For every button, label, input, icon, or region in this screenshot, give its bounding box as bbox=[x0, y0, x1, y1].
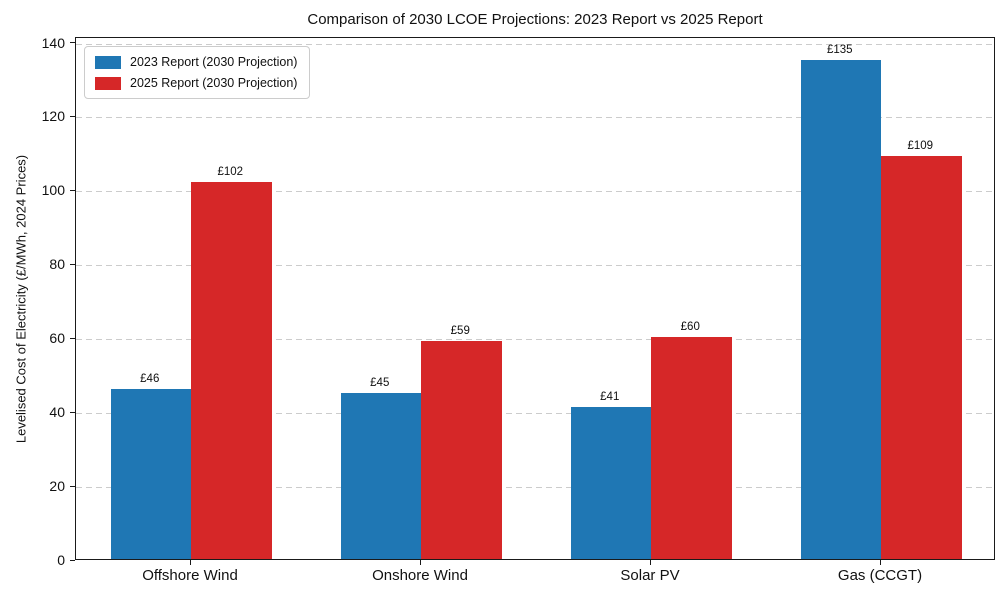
y-tick-mark-40 bbox=[70, 411, 75, 413]
legend-swatch-2023-icon bbox=[95, 55, 121, 69]
bar-value-label: £46 bbox=[140, 372, 160, 385]
bar-value-label: £41 bbox=[600, 391, 620, 404]
chart-title: Comparison of 2030 LCOE Projections: 202… bbox=[307, 11, 763, 28]
gridline-y-100 bbox=[76, 191, 994, 193]
bar-value-label: £109 bbox=[907, 140, 934, 153]
x-tick-label-solar-pv: Solar PV bbox=[620, 567, 680, 584]
bar-value-label: £135 bbox=[826, 44, 853, 57]
gridline-y-80 bbox=[76, 265, 994, 267]
x-tick-mark-3 bbox=[879, 560, 881, 565]
gridline-y-120 bbox=[76, 117, 994, 119]
bar-onshore-wind-series-0 bbox=[340, 392, 421, 559]
y-tick-label-40: 40 bbox=[49, 404, 65, 421]
x-tick-label-offshore-wind: Offshore Wind bbox=[142, 567, 238, 584]
bar-solar-pv-series-1 bbox=[651, 337, 732, 559]
legend-item-2023-report: 2023 Report (2030 Projection) bbox=[95, 55, 297, 69]
bar-gas-ccgt--series-1 bbox=[881, 156, 962, 559]
legend-label-2023: 2023 Report (2030 Projection) bbox=[130, 55, 298, 69]
y-tick-label-80: 80 bbox=[49, 256, 65, 273]
x-tick-mark-1 bbox=[419, 560, 421, 565]
x-tick-mark-2 bbox=[649, 560, 651, 565]
bar-value-label: £102 bbox=[217, 165, 244, 178]
legend: 2023 Report (2030 Projection) 2025 Repor… bbox=[84, 46, 311, 99]
y-tick-mark-80 bbox=[70, 263, 75, 266]
y-tick-label-60: 60 bbox=[49, 330, 65, 347]
y-tick-mark-120 bbox=[70, 115, 75, 118]
gridline-y-60 bbox=[76, 339, 994, 341]
y-tick-label-0: 0 bbox=[57, 552, 65, 568]
bar-offshore-wind-series-1 bbox=[191, 182, 272, 559]
y-tick-label-120: 120 bbox=[41, 108, 65, 125]
gridline-y-40 bbox=[76, 413, 994, 415]
bar-offshore-wind-series-0 bbox=[110, 388, 191, 559]
bar-value-label: £59 bbox=[450, 324, 470, 337]
gridline-y-20 bbox=[76, 487, 994, 489]
legend-swatch-2025-icon bbox=[95, 76, 121, 90]
legend-item-2025-report: 2025 Report (2030 Projection) bbox=[95, 76, 297, 90]
y-tick-mark-0 bbox=[70, 559, 75, 561]
x-tick-mark-0 bbox=[189, 560, 191, 565]
y-tick-mark-100 bbox=[70, 189, 75, 192]
x-tick-label-gas-ccgt-: Gas (CCGT) bbox=[837, 567, 923, 584]
bar-onshore-wind-series-1 bbox=[421, 340, 502, 559]
legend-label-2025: 2025 Report (2030 Projection) bbox=[130, 76, 298, 90]
bar-value-label: £45 bbox=[370, 376, 390, 389]
x-tick-label-onshore-wind: Onshore Wind bbox=[372, 567, 468, 584]
y-tick-label-140: 140 bbox=[41, 34, 65, 51]
y-tick-label-100: 100 bbox=[41, 182, 65, 199]
bar-solar-pv-series-0 bbox=[570, 407, 651, 559]
bar-value-label: £60 bbox=[680, 321, 700, 334]
y-tick-mark-140 bbox=[70, 42, 75, 44]
gridline-y-140 bbox=[76, 43, 994, 45]
y-tick-mark-20 bbox=[70, 485, 75, 487]
y-tick-label-20: 20 bbox=[49, 478, 65, 495]
y-tick-mark-60 bbox=[70, 337, 75, 340]
bar-gas-ccgt--series-0 bbox=[800, 60, 881, 559]
plot-area bbox=[75, 37, 995, 560]
